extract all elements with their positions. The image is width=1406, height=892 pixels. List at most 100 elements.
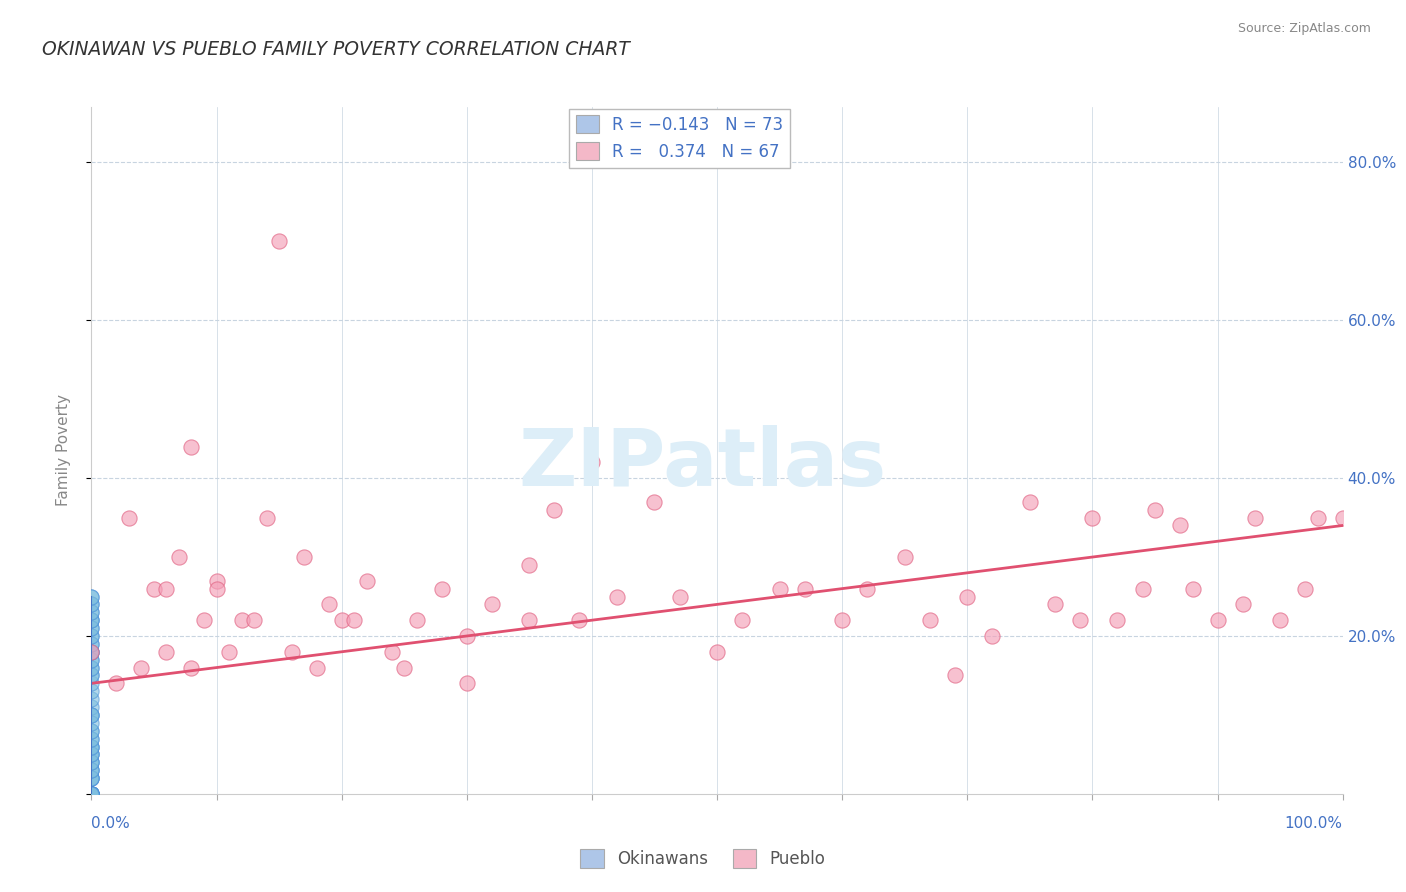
Point xyxy=(831,613,853,627)
Point xyxy=(218,645,240,659)
Point xyxy=(1018,495,1040,509)
Point xyxy=(80,684,103,698)
Point xyxy=(80,787,103,801)
Point xyxy=(1081,510,1104,524)
Point xyxy=(131,660,153,674)
Point xyxy=(392,660,415,674)
Point xyxy=(1181,582,1204,596)
Point xyxy=(205,574,228,588)
Point xyxy=(405,613,427,627)
Point xyxy=(155,645,177,659)
Point xyxy=(80,613,103,627)
Point xyxy=(80,763,103,777)
Point xyxy=(292,549,315,564)
Point xyxy=(80,731,103,746)
Point xyxy=(894,549,917,564)
Point xyxy=(80,668,103,682)
Point xyxy=(80,707,103,722)
Point xyxy=(80,756,103,770)
Point xyxy=(668,590,690,604)
Legend: Okinawans, Pueblo: Okinawans, Pueblo xyxy=(574,843,832,875)
Point xyxy=(80,756,103,770)
Point xyxy=(318,598,340,612)
Point xyxy=(80,723,103,738)
Point xyxy=(80,715,103,730)
Point xyxy=(80,771,103,785)
Point xyxy=(856,582,879,596)
Point xyxy=(80,787,103,801)
Point xyxy=(80,723,103,738)
Point xyxy=(80,739,103,754)
Point xyxy=(517,558,540,572)
Point xyxy=(180,660,202,674)
Point xyxy=(80,771,103,785)
Y-axis label: Family Poverty: Family Poverty xyxy=(56,394,70,507)
Point xyxy=(80,637,103,651)
Point xyxy=(80,668,103,682)
Point xyxy=(80,653,103,667)
Point xyxy=(1306,510,1329,524)
Point xyxy=(80,787,103,801)
Point xyxy=(80,629,103,643)
Point xyxy=(1043,598,1066,612)
Point xyxy=(543,502,565,516)
Point xyxy=(80,676,103,690)
Point xyxy=(205,582,228,596)
Point xyxy=(280,645,302,659)
Point xyxy=(330,613,353,627)
Point xyxy=(1143,502,1166,516)
Text: ZIPatlas: ZIPatlas xyxy=(519,425,887,503)
Point xyxy=(1331,510,1354,524)
Point xyxy=(267,234,290,248)
Point xyxy=(1268,613,1291,627)
Point xyxy=(80,747,103,762)
Text: OKINAWAN VS PUEBLO FAMILY POVERTY CORRELATION CHART: OKINAWAN VS PUEBLO FAMILY POVERTY CORREL… xyxy=(42,40,630,59)
Point xyxy=(80,787,103,801)
Point xyxy=(243,613,266,627)
Point xyxy=(581,455,603,469)
Point xyxy=(80,590,103,604)
Point xyxy=(731,613,754,627)
Point xyxy=(80,660,103,674)
Point xyxy=(956,590,979,604)
Point xyxy=(80,787,103,801)
Point xyxy=(80,763,103,777)
Point xyxy=(918,613,941,627)
Point xyxy=(80,787,103,801)
Point xyxy=(80,787,103,801)
Point xyxy=(981,629,1004,643)
Point xyxy=(80,787,103,801)
Point xyxy=(80,756,103,770)
Point xyxy=(80,660,103,674)
Point xyxy=(1107,613,1129,627)
Point xyxy=(80,707,103,722)
Point xyxy=(80,771,103,785)
Point xyxy=(80,747,103,762)
Point xyxy=(1244,510,1267,524)
Point xyxy=(568,613,591,627)
Point xyxy=(155,582,177,596)
Point xyxy=(1232,598,1254,612)
Point xyxy=(80,613,103,627)
Point xyxy=(80,692,103,706)
Point xyxy=(80,739,103,754)
Point xyxy=(80,787,103,801)
Text: 0.0%: 0.0% xyxy=(91,816,131,831)
Point xyxy=(80,605,103,619)
Point xyxy=(80,771,103,785)
Point xyxy=(643,495,665,509)
Point xyxy=(943,668,966,682)
Point xyxy=(80,787,103,801)
Point xyxy=(231,613,253,627)
Point xyxy=(193,613,215,627)
Point xyxy=(80,787,103,801)
Point xyxy=(80,645,103,659)
Point xyxy=(80,747,103,762)
Point xyxy=(80,787,103,801)
Point xyxy=(80,787,103,801)
Point xyxy=(80,731,103,746)
Point xyxy=(456,676,478,690)
Point xyxy=(305,660,328,674)
Point xyxy=(143,582,166,596)
Point xyxy=(606,590,628,604)
